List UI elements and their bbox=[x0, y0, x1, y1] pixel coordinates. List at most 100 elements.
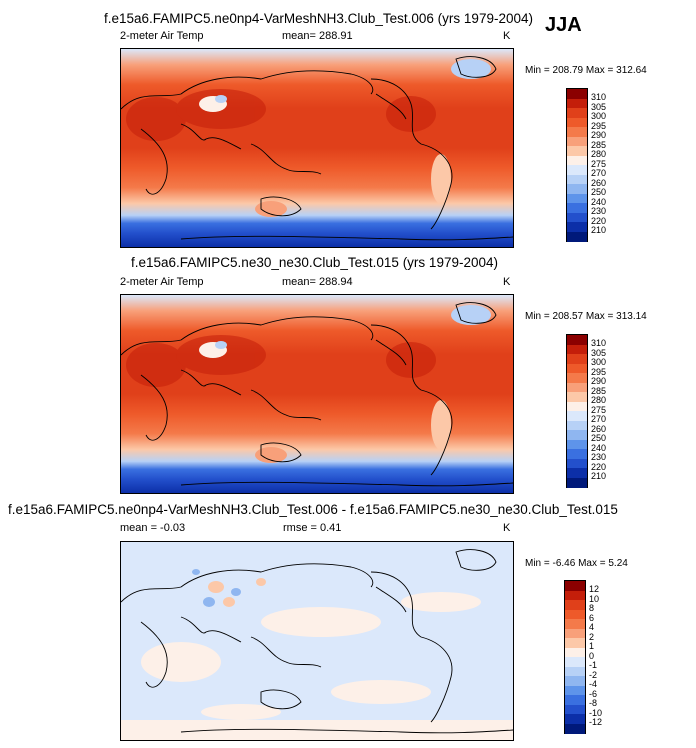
panel3-minmax: Min = -6.46 Max = 5.24 bbox=[525, 558, 628, 569]
colorbar-cell bbox=[567, 222, 587, 232]
panel1-units-label: K bbox=[503, 30, 511, 42]
colorbar-tick-label: 0 bbox=[589, 650, 595, 661]
panel3-rmse-label: rmse = 0.41 bbox=[283, 522, 342, 534]
panel1-map bbox=[120, 48, 514, 248]
panel2-minmax: Min = 208.57 Max = 313.14 bbox=[525, 311, 647, 322]
panel3-colorbar-labels: 12 10 8 6 4 2 1 0 -1 -2 -4 -6 -8 -10 -12 bbox=[589, 580, 619, 732]
colorbar-tick-label: 290 bbox=[591, 130, 607, 140]
colorbar-cell bbox=[567, 439, 587, 450]
colorbar-tick-label: 270 bbox=[591, 168, 607, 178]
colorbar-tick-label: -8 bbox=[589, 698, 598, 708]
colorbar-cell bbox=[567, 449, 587, 459]
colorbar-cell bbox=[567, 89, 587, 99]
colorbar-cell bbox=[567, 193, 587, 204]
colorbar-tick-label: 210 bbox=[591, 471, 607, 481]
colorbar-cell bbox=[567, 401, 587, 412]
colorbar-tick-label: -10 bbox=[589, 707, 603, 718]
colorbar-cell bbox=[567, 146, 587, 156]
colorbar-tick-label: 8 bbox=[589, 603, 595, 613]
colorbar-cell bbox=[567, 184, 587, 194]
colorbar-tick-label: 250 bbox=[591, 433, 607, 443]
colorbar-cell bbox=[567, 165, 587, 175]
colorbar-cell bbox=[567, 155, 587, 166]
colorbar-tick-label: 240 bbox=[591, 196, 607, 207]
colorbar-cell bbox=[565, 657, 585, 667]
colorbar-tick-label: 270 bbox=[591, 414, 607, 424]
colorbar-tick-label: 280 bbox=[591, 149, 607, 159]
colorbar-cell bbox=[565, 647, 585, 658]
colorbar-tick-label: 4 bbox=[589, 622, 595, 632]
panel2-variable-label: 2-meter Air Temp bbox=[120, 276, 204, 288]
colorbar-cell bbox=[567, 117, 587, 128]
colorbar-tick-label: 220 bbox=[591, 215, 607, 226]
colorbar-tick-label: 12 bbox=[589, 584, 600, 594]
colorbar-tick-label: 295 bbox=[591, 366, 607, 377]
colorbar-tick-label: 260 bbox=[591, 177, 607, 188]
colorbar-tick-label: -12 bbox=[589, 717, 603, 727]
colorbar-cell bbox=[565, 695, 585, 705]
colorbar-cell bbox=[567, 344, 587, 355]
colorbar-cell bbox=[567, 98, 587, 109]
colorbar-cell bbox=[567, 430, 587, 440]
colorbar-cell bbox=[567, 136, 587, 147]
colorbar-tick-label: -4 bbox=[589, 679, 598, 689]
colorbar-cell bbox=[567, 108, 587, 118]
panel2-colorbar bbox=[566, 334, 588, 488]
colorbar-cell bbox=[565, 676, 585, 686]
colorbar-cell bbox=[567, 382, 587, 393]
colorbar-tick-label: 280 bbox=[591, 395, 607, 405]
panel2-mean-label: mean= 288.94 bbox=[282, 276, 353, 288]
colorbar-cell bbox=[565, 581, 585, 591]
colorbar-cell bbox=[567, 411, 587, 421]
colorbar-tick-label: 285 bbox=[591, 139, 607, 150]
panel1-mean-label: mean= 288.91 bbox=[282, 30, 353, 42]
colorbar-tick-label: 300 bbox=[591, 357, 607, 367]
colorbar-cell bbox=[565, 590, 585, 601]
colorbar-tick-label: 295 bbox=[591, 120, 607, 131]
colorbar-cell bbox=[567, 127, 587, 137]
colorbar-tick-label: -2 bbox=[589, 669, 598, 680]
panel3-colorbar bbox=[564, 580, 586, 734]
colorbar-tick-label: 300 bbox=[591, 111, 607, 121]
colorbar-cell bbox=[567, 392, 587, 402]
colorbar-cell bbox=[567, 373, 587, 383]
colorbar-tick-label: -6 bbox=[589, 688, 598, 699]
colorbar-tick-label: 310 bbox=[591, 92, 607, 102]
colorbar-cell bbox=[565, 685, 585, 696]
colorbar-tick-label: 230 bbox=[591, 206, 607, 216]
panel2-map bbox=[120, 294, 514, 494]
colorbar-cell bbox=[567, 363, 587, 374]
colorbar-tick-label: 260 bbox=[591, 423, 607, 434]
colorbar-cell bbox=[567, 468, 587, 478]
panel2-colorbar-labels: 310 305 300 295 290 285 280 275 270 260 250 240 230 2… bbox=[591, 334, 621, 486]
colorbar-cell bbox=[567, 420, 587, 431]
panel3-mean-label: mean = -0.03 bbox=[120, 522, 186, 534]
panel3-units-label: K bbox=[503, 522, 511, 534]
colorbar-tick-label: 210 bbox=[591, 225, 607, 235]
colorbar-tick-label: 305 bbox=[591, 347, 607, 358]
colorbar-cell bbox=[567, 212, 587, 223]
panel3-title: f.e15a6.FAMIPC5.ne0np4-VarMeshNH3.Club_T… bbox=[8, 502, 618, 517]
colorbar-cell bbox=[567, 477, 587, 488]
colorbar-cell bbox=[567, 231, 587, 242]
panel2-units-label: K bbox=[503, 276, 511, 288]
colorbar-cell bbox=[565, 638, 585, 648]
colorbar-tick-label: 285 bbox=[591, 385, 607, 396]
panel1-title: f.e15a6.FAMIPC5.ne0np4-VarMeshNH3.Club_T… bbox=[104, 11, 533, 26]
colorbar-tick-label: 305 bbox=[591, 101, 607, 112]
panel3-map bbox=[120, 541, 514, 741]
colorbar-cell bbox=[567, 203, 587, 213]
colorbar-cell bbox=[565, 723, 585, 734]
colorbar-cell bbox=[565, 600, 585, 610]
panel2-title: f.e15a6.FAMIPC5.ne30_ne30.Club_Test.015 … bbox=[131, 255, 498, 270]
colorbar-tick-label: 290 bbox=[591, 376, 607, 386]
colorbar-tick-label: 10 bbox=[589, 593, 600, 604]
colorbar-tick-label: 6 bbox=[589, 612, 595, 623]
colorbar-tick-label: 275 bbox=[591, 158, 607, 169]
panel1-minmax: Min = 208.79 Max = 312.64 bbox=[525, 65, 647, 76]
colorbar-tick-label: 275 bbox=[591, 404, 607, 415]
colorbar-tick-label: 310 bbox=[591, 338, 607, 348]
colorbar-tick-label: -1 bbox=[589, 660, 598, 670]
colorbar-cell bbox=[565, 609, 585, 620]
season-label: JJA bbox=[545, 14, 582, 36]
